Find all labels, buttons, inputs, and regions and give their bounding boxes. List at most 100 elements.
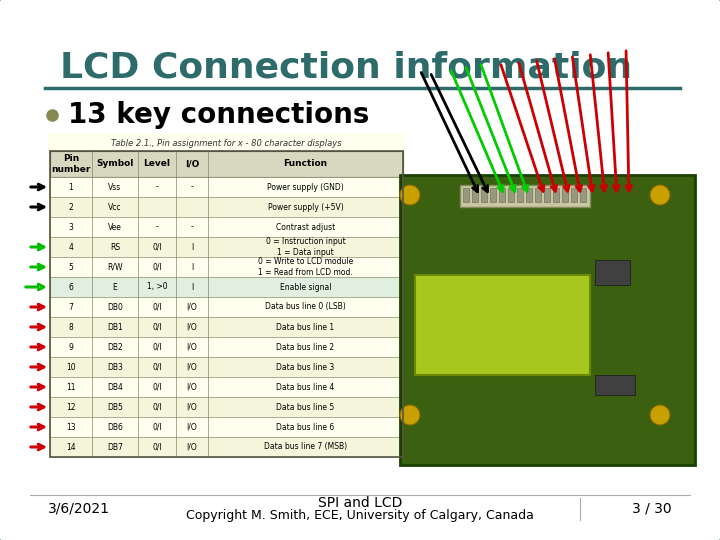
Bar — [571, 188, 577, 202]
Bar — [50, 437, 403, 457]
Text: Vcc: Vcc — [108, 202, 122, 212]
Bar — [580, 188, 586, 202]
Circle shape — [650, 185, 670, 205]
Text: I: I — [191, 282, 193, 292]
Bar — [50, 397, 403, 417]
Text: SPI and LCD: SPI and LCD — [318, 496, 402, 510]
Text: 1, >0: 1, >0 — [147, 282, 167, 292]
Bar — [595, 375, 635, 395]
Bar — [463, 188, 469, 202]
Bar — [460, 185, 590, 207]
Text: 8: 8 — [68, 322, 73, 332]
Text: I: I — [191, 262, 193, 272]
Text: -: - — [156, 183, 158, 192]
Text: 0/I: 0/I — [152, 402, 162, 411]
Text: 1: 1 — [68, 183, 73, 192]
Text: I/O: I/O — [186, 342, 197, 352]
Text: 13 key connections: 13 key connections — [68, 101, 369, 129]
Text: Vss: Vss — [109, 183, 122, 192]
Text: 14: 14 — [66, 442, 76, 451]
Bar — [472, 188, 478, 202]
Text: -: - — [191, 222, 194, 232]
Circle shape — [400, 185, 420, 205]
Text: 6: 6 — [68, 282, 73, 292]
Bar — [50, 377, 403, 397]
Text: 11: 11 — [66, 382, 76, 392]
Text: Data bus line 2: Data bus line 2 — [276, 342, 335, 352]
Text: Data bus line 7 (MSB): Data bus line 7 (MSB) — [264, 442, 347, 451]
Text: 0/I: 0/I — [152, 362, 162, 372]
Bar — [50, 237, 403, 257]
Text: 9: 9 — [68, 342, 73, 352]
Text: Power supply (+5V): Power supply (+5V) — [268, 202, 343, 212]
Text: I/O: I/O — [186, 382, 197, 392]
Text: 0/I: 0/I — [152, 382, 162, 392]
Text: Enable signal: Enable signal — [280, 282, 331, 292]
Bar — [50, 217, 403, 237]
Text: Vee: Vee — [108, 222, 122, 232]
Bar — [562, 188, 568, 202]
Text: Data bus line 3: Data bus line 3 — [276, 362, 335, 372]
Text: -: - — [156, 222, 158, 232]
Text: I/O: I/O — [186, 302, 197, 312]
Text: DB1: DB1 — [107, 322, 123, 332]
Text: 3: 3 — [68, 222, 73, 232]
Text: 5: 5 — [68, 262, 73, 272]
Text: Contrast adjust: Contrast adjust — [276, 222, 335, 232]
Bar — [544, 188, 550, 202]
Text: 4: 4 — [68, 242, 73, 252]
Text: 0 = Write to LCD module
1 = Read from LCD mod.: 0 = Write to LCD module 1 = Read from LC… — [258, 257, 353, 276]
Bar — [50, 297, 403, 317]
Bar — [50, 357, 403, 377]
Bar — [526, 188, 532, 202]
Text: Data bus line 6: Data bus line 6 — [276, 422, 335, 431]
Text: I/O: I/O — [185, 159, 199, 168]
Text: Table 2.1., Pin assignment for x - 80 character displays: Table 2.1., Pin assignment for x - 80 ch… — [111, 138, 342, 147]
Text: 12: 12 — [66, 402, 76, 411]
Text: 7: 7 — [68, 302, 73, 312]
Text: I/O: I/O — [186, 362, 197, 372]
Bar — [535, 188, 541, 202]
Text: 3 / 30: 3 / 30 — [632, 501, 672, 515]
Text: Data bus line 1: Data bus line 1 — [276, 322, 335, 332]
Bar — [50, 151, 403, 457]
Bar — [50, 257, 403, 277]
Text: Power supply (GND): Power supply (GND) — [267, 183, 344, 192]
Text: Data bus line 4: Data bus line 4 — [276, 382, 335, 392]
Text: Symbol: Symbol — [96, 159, 134, 168]
Bar — [499, 188, 505, 202]
Text: E: E — [112, 282, 117, 292]
Text: I/O: I/O — [186, 402, 197, 411]
Bar — [400, 175, 695, 465]
Text: 10: 10 — [66, 362, 76, 372]
Text: Data bus line 5: Data bus line 5 — [276, 402, 335, 411]
Text: -: - — [191, 183, 194, 192]
Text: 0/I: 0/I — [152, 442, 162, 451]
Bar — [50, 417, 403, 437]
Bar — [553, 188, 559, 202]
Bar — [50, 337, 403, 357]
Bar — [50, 277, 403, 297]
Bar — [595, 260, 630, 285]
Text: DB0: DB0 — [107, 302, 123, 312]
Text: Data bus line 0 (LSB): Data bus line 0 (LSB) — [265, 302, 346, 312]
Bar — [48, 133, 405, 457]
Bar — [50, 197, 403, 217]
Bar — [50, 151, 403, 177]
Text: R/W: R/W — [107, 262, 122, 272]
Text: DB5: DB5 — [107, 402, 123, 411]
Text: I/O: I/O — [186, 322, 197, 332]
Text: 13: 13 — [66, 422, 76, 431]
Text: RS: RS — [110, 242, 120, 252]
Text: 0/I: 0/I — [152, 322, 162, 332]
Text: DB2: DB2 — [107, 342, 123, 352]
Text: Level: Level — [143, 159, 171, 168]
Text: 0/I: 0/I — [152, 242, 162, 252]
Circle shape — [650, 405, 670, 425]
Text: Function: Function — [284, 159, 328, 168]
Text: I/O: I/O — [186, 442, 197, 451]
Text: DB4: DB4 — [107, 382, 123, 392]
Text: 0/I: 0/I — [152, 302, 162, 312]
Bar — [415, 275, 590, 375]
Bar — [50, 317, 403, 337]
